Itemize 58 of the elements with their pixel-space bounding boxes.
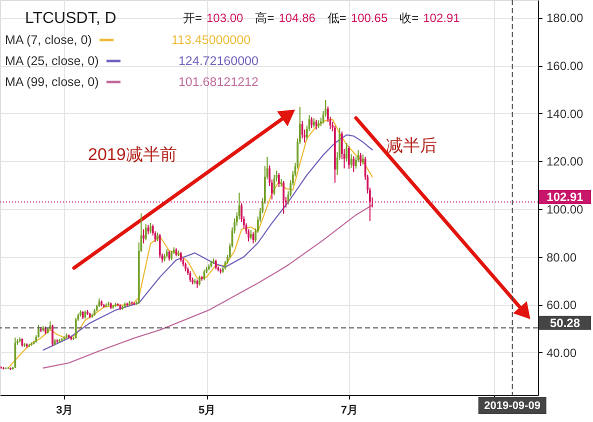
x-tick-label: 3月 bbox=[56, 404, 74, 416]
candlestick bbox=[348, 146, 350, 170]
candlestick bbox=[170, 250, 173, 260]
candlestick bbox=[108, 301, 110, 306]
ref-line-label: 102.91 bbox=[546, 190, 584, 204]
candlestick bbox=[280, 178, 282, 188]
line-series bbox=[8, 118, 373, 369]
text: 开= 103.00 高= 104.86 低= 100.65 收= 102.91 bbox=[183, 11, 460, 25]
candlestick bbox=[94, 308, 96, 316]
candlestick bbox=[2, 366, 4, 370]
line-series bbox=[42, 204, 373, 369]
candlestick bbox=[30, 342, 32, 346]
line-series bbox=[42, 134, 373, 351]
candlestick bbox=[214, 259, 217, 270]
y-tick-label: 120.00 bbox=[546, 154, 584, 169]
candlestick bbox=[362, 154, 364, 166]
annotation: 2019减半前 bbox=[88, 145, 177, 164]
candlestick bbox=[74, 317, 77, 340]
candlestick bbox=[66, 333, 68, 339]
candlestick bbox=[58, 338, 60, 344]
candlestick bbox=[142, 228, 144, 244]
y-tick-label: 60.00 bbox=[546, 298, 577, 312]
y-tick-label: 160.00 bbox=[546, 59, 584, 74]
candlestick bbox=[114, 302, 116, 308]
candlestick bbox=[38, 324, 40, 338]
x-tick-label: 7月 bbox=[340, 404, 358, 416]
y-tick-label: 40.00 bbox=[546, 346, 577, 360]
annotation: 减半后 bbox=[386, 136, 437, 155]
candlestick bbox=[360, 152, 362, 166]
candlestick bbox=[198, 275, 201, 286]
ref-line-label: 50.28 bbox=[550, 316, 580, 330]
candlestick bbox=[310, 116, 313, 129]
candlestick bbox=[278, 172, 280, 188]
y-tick-label: 180.00 bbox=[546, 11, 584, 26]
candlestick bbox=[150, 222, 152, 234]
candlestick bbox=[80, 310, 82, 318]
text: LTCUSDT, D bbox=[25, 10, 116, 27]
candlestick bbox=[158, 233, 161, 259]
candlestick bbox=[312, 118, 315, 128]
annotation: 101.68121212 bbox=[178, 75, 258, 89]
candlestick bbox=[144, 224, 147, 241]
ref-line-label: 2019-09-09 bbox=[484, 400, 540, 412]
annotation: 113.45000000 bbox=[172, 33, 251, 47]
candlestick bbox=[250, 229, 252, 240]
legend-label: MA (25, close, 0) bbox=[5, 54, 99, 68]
candlestick bbox=[100, 300, 102, 307]
y-tick-label: 80.00 bbox=[546, 250, 577, 264]
legend-label: MA (7, close, 0) bbox=[5, 33, 92, 47]
candlestick bbox=[346, 142, 348, 162]
candlestick bbox=[52, 324, 54, 346]
candlestick bbox=[128, 300, 130, 306]
candlestick bbox=[352, 156, 355, 172]
x-tick-label: 5月 bbox=[198, 404, 216, 416]
y-tick-label: 100.00 bbox=[546, 202, 584, 216]
legend-label: MA (99, close, 0) bbox=[5, 75, 99, 89]
annotation: 124.72160000 bbox=[178, 54, 258, 68]
y-tick-label: 140.00 bbox=[546, 106, 584, 121]
candlestick bbox=[180, 251, 182, 262]
